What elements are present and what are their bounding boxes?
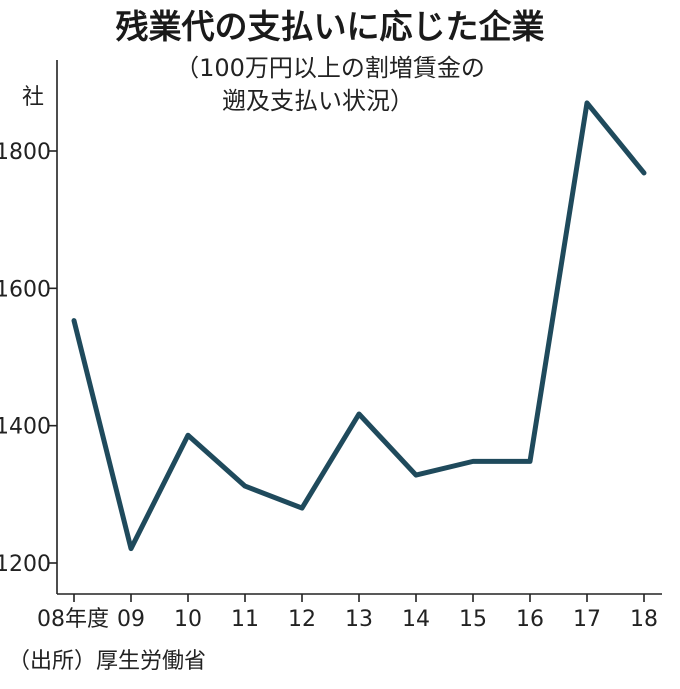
x-tick-label: 14 xyxy=(402,607,430,632)
series-group xyxy=(71,100,647,552)
x-tick-label: 08年度 xyxy=(37,607,109,632)
chart-title: 残業代の支払いに応じた企業 xyxy=(116,7,545,46)
x-tick-label: 09 xyxy=(117,607,145,632)
x-tick-label: 15 xyxy=(459,607,487,632)
y-tick-label: 1600 xyxy=(0,277,51,302)
x-tick-label: 12 xyxy=(288,607,316,632)
y-tick-label: 1200 xyxy=(0,552,51,577)
source-note: （出所）厚生労働省 xyxy=(8,649,206,674)
x-tick-label: 16 xyxy=(516,607,544,632)
y-axis-unit: 社 xyxy=(22,85,44,110)
x-ticks: 08年度 09 10 11 12 13 14 15 16 17 18 xyxy=(37,594,658,632)
y-ticks: 1200 1400 1600 1800 xyxy=(0,140,57,577)
x-tick-label: 18 xyxy=(630,607,658,632)
x-tick-label: 13 xyxy=(345,607,373,632)
x-tick-label: 10 xyxy=(174,607,202,632)
chart-subtitle-line-1: （100万円以上の割増賃金の xyxy=(175,54,485,82)
x-tick-label: 17 xyxy=(573,607,601,632)
y-tick-label: 1800 xyxy=(0,140,51,165)
x-tick-label: 11 xyxy=(231,607,259,632)
chart-subtitle-line-2: 遡及支払い状況） xyxy=(222,87,414,115)
series-line xyxy=(71,100,647,552)
y-tick-label: 1400 xyxy=(0,415,51,440)
